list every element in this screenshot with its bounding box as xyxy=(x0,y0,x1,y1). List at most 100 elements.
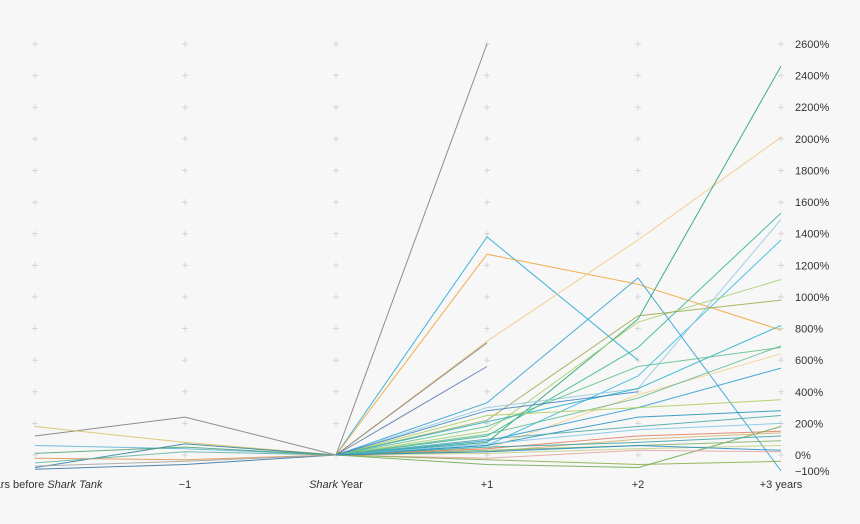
series-line-24 xyxy=(335,415,782,456)
x-label-text: +3 years xyxy=(760,479,803,491)
series-line-18 xyxy=(335,399,782,456)
grid-plus-marker xyxy=(635,41,641,47)
grid-plus-marker xyxy=(32,230,38,237)
grid-plus-marker xyxy=(635,199,641,206)
series-line-27 xyxy=(335,445,782,456)
series-line-31 xyxy=(335,444,782,456)
series-line-25 xyxy=(335,422,782,456)
grid-plus-marker xyxy=(333,135,339,142)
grid-plus-marker xyxy=(635,72,641,79)
grid-plus-marker xyxy=(778,104,784,111)
grid-plus-marker xyxy=(182,388,188,395)
x-tick-label: +1 xyxy=(481,479,494,491)
grid-plus-marker xyxy=(182,199,188,206)
grid-plus-marker xyxy=(32,262,38,269)
grid-plus-marker xyxy=(778,452,784,458)
grid-plus-marker xyxy=(484,357,490,364)
series-line-21 xyxy=(335,430,782,456)
grid-plus-marker xyxy=(778,388,784,395)
y-tick-label: 2000% xyxy=(795,134,829,146)
x-label-italic: Shark Tank xyxy=(47,479,103,491)
grid-plus-marker xyxy=(635,293,641,300)
grid-plus-marker xyxy=(182,357,188,364)
grid-plus-marker xyxy=(182,262,188,269)
grid-plus-marker xyxy=(32,135,38,142)
grid-plus-marker xyxy=(778,262,784,269)
grid-plus-marker xyxy=(333,199,339,206)
grid-plus-marker xyxy=(333,72,339,79)
grid-plus-marker xyxy=(182,230,188,237)
series-line-14 xyxy=(335,347,782,456)
series-line-26 xyxy=(335,440,782,456)
grid-plus-marker xyxy=(484,325,490,332)
grid-plus-marker xyxy=(635,262,641,269)
series-line-19 xyxy=(335,391,639,456)
y-tick-label: 600% xyxy=(795,355,823,367)
y-tick-label: 1000% xyxy=(795,292,829,304)
y-tick-label: 800% xyxy=(795,324,823,336)
grid-plus-marker xyxy=(484,72,490,79)
grid-plus-marker xyxy=(182,72,188,79)
y-tick-label: 400% xyxy=(795,387,823,399)
series-line-4 xyxy=(335,65,782,456)
grid-plus-marker xyxy=(32,72,38,79)
grid-plus-marker xyxy=(484,230,490,237)
series-line-12 xyxy=(335,366,488,456)
x-label-text: −2 years before xyxy=(0,479,47,491)
grid-plus-marker xyxy=(32,357,38,364)
x-label-text: +2 xyxy=(632,479,645,491)
grid-plus-marker xyxy=(182,293,188,300)
series-line-10 xyxy=(335,277,782,472)
x-label-text: Year xyxy=(338,479,363,491)
series-line-5 xyxy=(335,212,782,456)
grid-plus-marker xyxy=(32,41,38,47)
grid-plus-marker xyxy=(635,325,641,332)
grid-plus-marker xyxy=(778,72,784,79)
grid-plus-marker xyxy=(484,293,490,300)
series-lines xyxy=(34,43,782,472)
y-tick-label: 2200% xyxy=(795,102,829,114)
grid-plus-marker xyxy=(333,104,339,111)
series-line-29 xyxy=(335,435,782,456)
grid-plus-marker xyxy=(778,167,784,174)
grid-plus-marker xyxy=(484,135,490,142)
grid-plus-marker xyxy=(778,325,784,332)
x-tick-label: Shark Year xyxy=(309,479,363,491)
series-line-20 xyxy=(335,410,782,456)
grid-plus-marker xyxy=(32,325,38,332)
grid-plus-marker xyxy=(635,230,641,237)
grid-plus-marker xyxy=(333,293,339,300)
grid-plus-marker xyxy=(778,41,784,47)
grid-plus-marker xyxy=(333,230,339,237)
grid-plus-marker xyxy=(484,167,490,174)
series-line-38 xyxy=(34,451,337,464)
x-label-text: −1 xyxy=(179,479,192,491)
series-line-9 xyxy=(335,219,782,456)
grid-plus-marker xyxy=(32,104,38,111)
grid-plus-marker xyxy=(778,199,784,206)
x-label-italic: Shark xyxy=(309,479,338,491)
y-tick-label: 2400% xyxy=(795,71,829,83)
series-line-7 xyxy=(335,279,782,456)
grid-plus-marker xyxy=(32,420,38,427)
grid-plus-marker xyxy=(32,199,38,206)
series-line-30 xyxy=(335,454,782,466)
grid-markers xyxy=(32,41,784,458)
x-axis: −2 years before Shark Tank −1 Shark Year +1… xyxy=(0,479,803,491)
grid-plus-marker xyxy=(182,452,188,458)
grid-plus-marker xyxy=(32,167,38,174)
y-tick-label: 1800% xyxy=(795,166,829,178)
grid-plus-marker xyxy=(635,104,641,111)
y-tick-label: 0% xyxy=(795,450,811,462)
x-tick-label: −1 xyxy=(179,479,192,491)
y-axis: 2600% 2400% 2200% 2000% 1800% 1600% 1400% 1200%… xyxy=(795,39,830,478)
series-line-28 xyxy=(335,449,782,459)
x-tick-label: +2 xyxy=(632,479,645,491)
grid-plus-marker xyxy=(333,357,339,364)
y-tick-label: −100% xyxy=(795,466,830,478)
grid-plus-marker xyxy=(635,167,641,174)
series-line-39 xyxy=(34,454,337,467)
x-tick-label: +3 years xyxy=(760,479,803,491)
series-line-2 xyxy=(335,253,782,456)
